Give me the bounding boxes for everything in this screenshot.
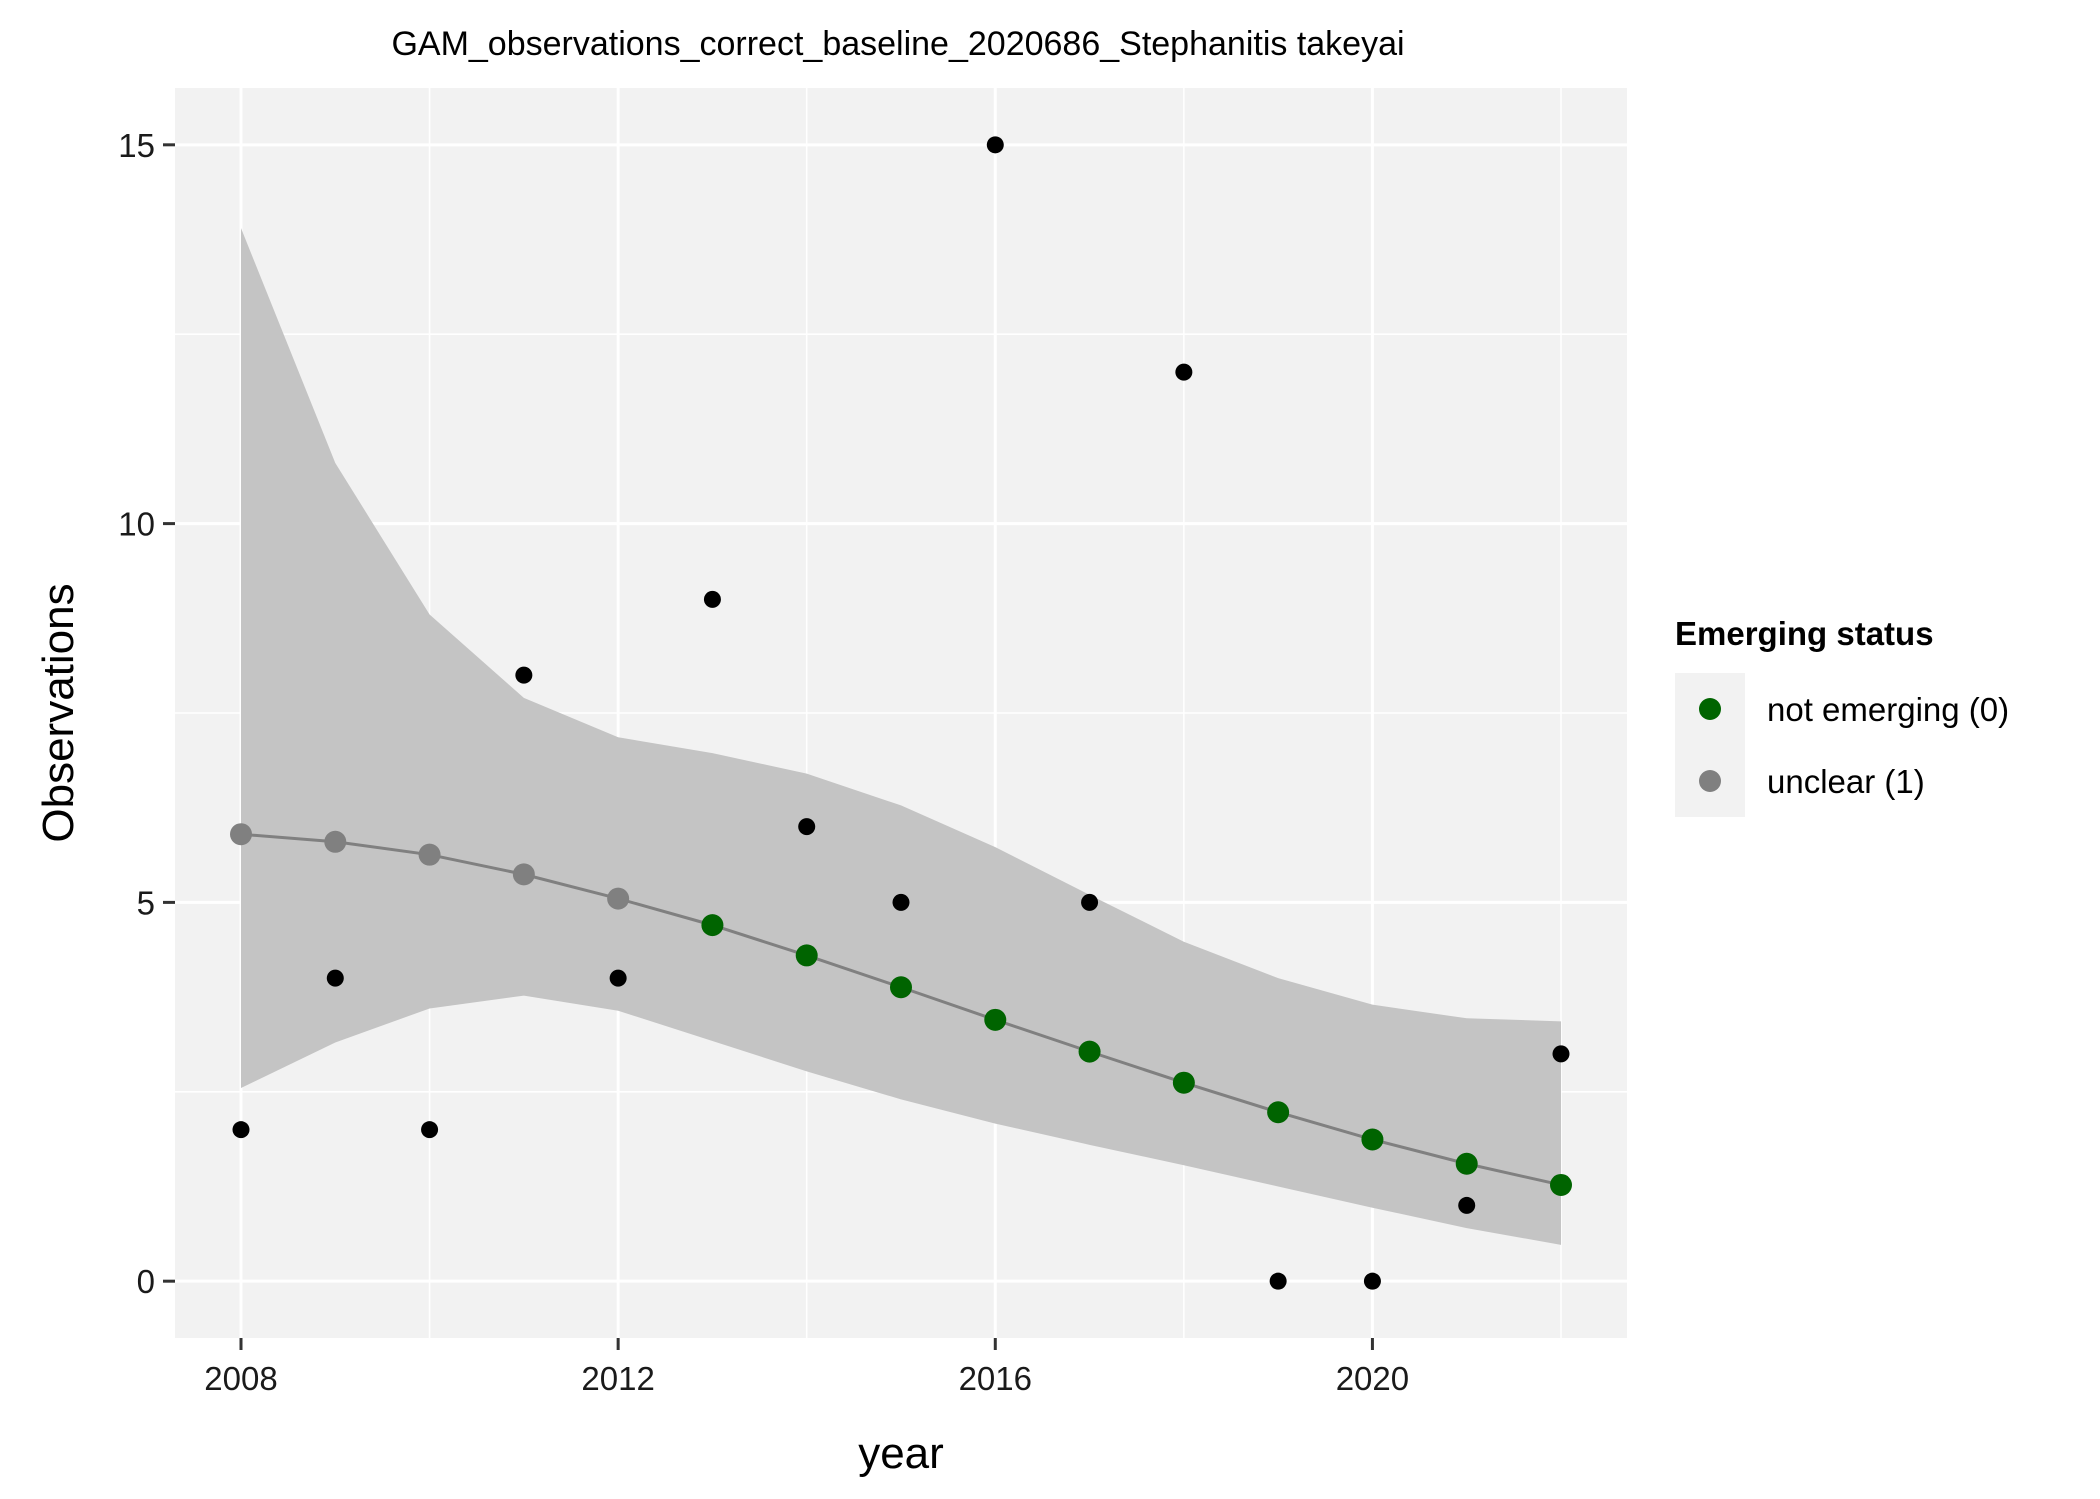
observed-point bbox=[515, 666, 533, 684]
observed-point bbox=[232, 1121, 250, 1139]
observed-point bbox=[798, 818, 816, 836]
x-tick-label: 2016 bbox=[959, 1360, 1032, 1397]
observed-point bbox=[1363, 1272, 1381, 1290]
axes: 2008 2012 2016 2020 0 5 10 15 bbox=[118, 127, 1409, 1397]
x-tick-label: 2012 bbox=[581, 1360, 654, 1397]
y-axis-title: Observations bbox=[34, 583, 83, 842]
observed-point bbox=[1175, 363, 1193, 381]
observed-point bbox=[421, 1121, 439, 1139]
legend-key-background bbox=[1675, 673, 1745, 817]
x-tick-label: 2008 bbox=[204, 1360, 277, 1397]
legend: Emerging status not emerging (0) unclear… bbox=[1675, 615, 2009, 817]
fitted-point-not-emerging bbox=[1078, 1040, 1101, 1063]
observed-point bbox=[1081, 893, 1099, 911]
fitted-point-unclear bbox=[607, 887, 630, 910]
x-axis-title: year bbox=[858, 1429, 944, 1478]
fitted-point-not-emerging bbox=[795, 944, 818, 967]
y-tick-label: 0 bbox=[137, 1263, 155, 1300]
legend-marker-unclear bbox=[1699, 770, 1721, 792]
fitted-point-not-emerging bbox=[890, 976, 912, 999]
observed-point bbox=[609, 969, 627, 987]
legend-label-not-emerging: not emerging (0) bbox=[1767, 691, 2009, 728]
legend-title: Emerging status bbox=[1675, 615, 1934, 652]
legend-marker-not-emerging bbox=[1699, 698, 1721, 720]
observed-point bbox=[892, 893, 910, 911]
observed-point bbox=[1552, 1045, 1570, 1063]
fitted-point-unclear bbox=[324, 830, 347, 853]
fitted-point-not-emerging bbox=[984, 1008, 1007, 1031]
observed-point bbox=[1458, 1196, 1476, 1214]
fitted-point-not-emerging bbox=[1455, 1152, 1478, 1175]
fitted-point-unclear bbox=[230, 823, 252, 846]
y-tick-label: 10 bbox=[118, 506, 155, 543]
fitted-point-not-emerging bbox=[1267, 1101, 1290, 1124]
fitted-point-not-emerging bbox=[1550, 1173, 1572, 1196]
observed-points bbox=[232, 136, 1570, 1290]
confidence-ribbon bbox=[241, 228, 1561, 1245]
fitted-points bbox=[230, 823, 1572, 1196]
fitted-point-not-emerging bbox=[1172, 1071, 1195, 1094]
chart-title: GAM_observations_correct_baseline_202068… bbox=[391, 25, 1404, 63]
confidence-band bbox=[241, 228, 1561, 1245]
fitted-point-unclear bbox=[512, 863, 535, 886]
x-tick-label: 2020 bbox=[1336, 1360, 1409, 1397]
observed-point bbox=[703, 590, 721, 608]
legend-label-unclear: unclear (1) bbox=[1767, 763, 1925, 800]
y-tick-label: 5 bbox=[137, 884, 155, 921]
observed-point bbox=[326, 969, 344, 987]
fitted-point-unclear bbox=[418, 843, 441, 866]
fitted-point-not-emerging bbox=[701, 914, 724, 937]
observed-point bbox=[986, 136, 1004, 154]
fitted-point-not-emerging bbox=[1361, 1128, 1384, 1151]
observed-point bbox=[1269, 1272, 1287, 1290]
y-tick-label: 15 bbox=[118, 127, 155, 164]
